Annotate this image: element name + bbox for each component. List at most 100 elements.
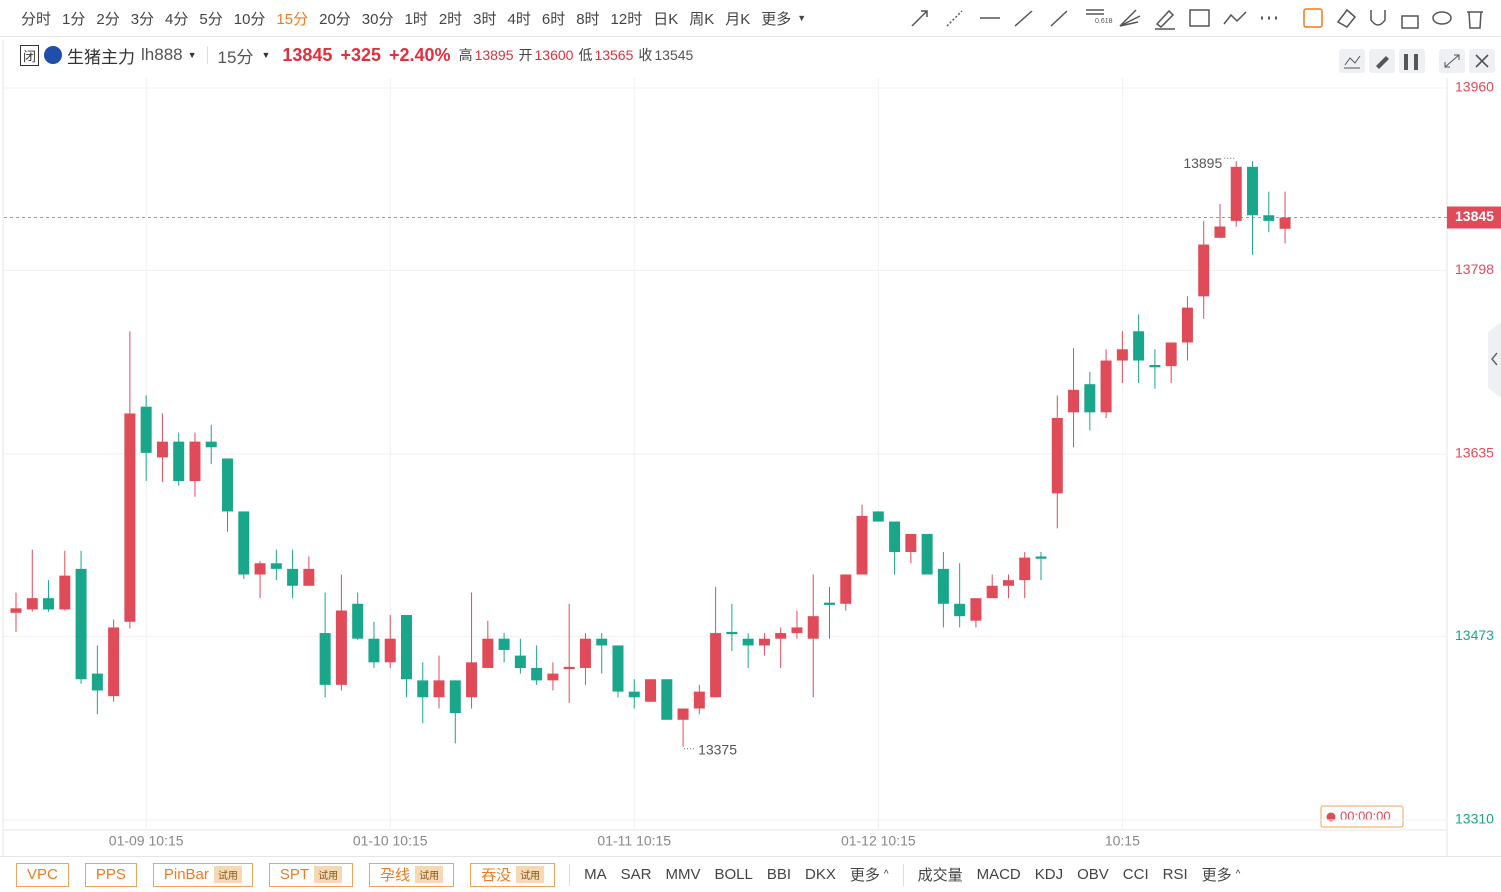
indicator[interactable]: KDJ [1034, 866, 1064, 883]
period[interactable]: 6时 [541, 10, 566, 28]
pattern-button[interactable]: PinBar 试用 [152, 862, 253, 887]
header: 闭 生猪主力 lh888 ▼ 15分 ▼ 13845 +325 +2.40% 高 13895 开 136… [20, 38, 698, 72]
period[interactable]: 15分 [276, 10, 309, 28]
candle-body [270, 563, 282, 569]
period[interactable]: 15分 [217, 47, 254, 67]
period[interactable]: 月K [725, 10, 751, 28]
period[interactable]: 8时 [576, 10, 600, 28]
period[interactable]: 1分 [62, 10, 86, 28]
timer-box [1320, 805, 1404, 828]
candle-body [710, 633, 722, 698]
candle-body [368, 638, 380, 663]
candle-body [303, 568, 315, 586]
candle-body [954, 603, 966, 617]
candle-body [1019, 557, 1031, 581]
change: +325 [340, 44, 381, 65]
pattern-button[interactable]: SPT 试用 [268, 862, 354, 887]
divider [569, 863, 571, 886]
indicator[interactable]: MA [584, 866, 607, 883]
indicator[interactable]: MACD [976, 866, 1021, 883]
period[interactable]: 3分 [130, 10, 155, 28]
indicator[interactable]: SAR [620, 866, 652, 883]
tool-button[interactable] [1339, 49, 1365, 73]
period[interactable]: 10分 [233, 10, 266, 28]
candle-body [937, 568, 949, 604]
candle-body [287, 568, 299, 586]
more[interactable]: 更多 [761, 10, 792, 28]
period[interactable]: 2分 [96, 10, 120, 28]
timer: 00:00:00 [1340, 808, 1391, 823]
candle-body [384, 638, 396, 663]
icon[interactable] [946, 10, 963, 27]
icon[interactable] [1014, 10, 1033, 27]
indicator[interactable]: 成交量 [917, 867, 963, 884]
stat-label: 低 [578, 47, 593, 63]
candle-body [43, 598, 55, 610]
period[interactable]: 日K [653, 10, 679, 28]
icon[interactable] [1370, 10, 1386, 26]
candle-body [921, 533, 933, 575]
pattern-button[interactable]: PPS [84, 862, 137, 887]
indicator[interactable]: MMV [665, 866, 701, 883]
icon[interactable] [1189, 9, 1210, 27]
indicator[interactable]: OBV [1077, 866, 1109, 883]
pattern-button[interactable]: 孕线 试用 [369, 862, 455, 887]
period[interactable]: 3时 [473, 10, 497, 28]
candle-body [26, 598, 38, 610]
period[interactable]: 4时 [507, 10, 531, 28]
icon[interactable] [1050, 10, 1068, 27]
candle-body [417, 680, 429, 698]
icon[interactable] [1303, 8, 1323, 28]
icon[interactable] [1223, 11, 1247, 25]
stat-value: 13600 [534, 47, 574, 63]
icon[interactable] [1155, 9, 1175, 30]
period[interactable]: 分时 [21, 10, 52, 28]
candle-body [1149, 365, 1161, 368]
pattern-button[interactable]: VPC [16, 862, 69, 887]
indicator[interactable]: CCI [1122, 866, 1149, 883]
icon [1475, 54, 1489, 68]
icon[interactable] [1401, 15, 1419, 29]
icon[interactable] [1119, 9, 1141, 27]
more[interactable]: 更多 [1201, 867, 1232, 884]
x-tick-label: 01-12 10:15 [841, 833, 916, 849]
period[interactable]: 1时 [404, 10, 428, 28]
period[interactable]: 4分 [165, 10, 189, 28]
tool-button[interactable] [1399, 49, 1425, 73]
period[interactable]: 12时 [610, 10, 643, 28]
candle-body [579, 638, 591, 668]
candle-body [91, 673, 103, 691]
icon[interactable] [911, 10, 928, 27]
icon[interactable] [1336, 8, 1357, 28]
candle-body [205, 441, 217, 448]
candle-body [1035, 556, 1047, 559]
candle-body [824, 602, 835, 605]
candle-body [856, 515, 868, 575]
price-label: 13845 [1455, 208, 1494, 224]
indicator[interactable]: BBI [766, 866, 791, 883]
candle-body [1279, 217, 1291, 229]
period[interactable]: 2时 [438, 10, 463, 28]
indicator[interactable]: BOLL [714, 866, 753, 883]
side-tab[interactable] [1488, 322, 1501, 398]
badge: 闭 [20, 44, 40, 66]
indicator[interactable]: RSI [1162, 866, 1188, 883]
candle-body [156, 441, 168, 458]
icon[interactable] [1432, 11, 1452, 25]
icon[interactable] [1467, 11, 1483, 29]
indicator[interactable]: DKX [805, 866, 836, 883]
period[interactable]: 30分 [361, 10, 394, 28]
icon[interactable] [1086, 9, 1104, 15]
period[interactable]: 20分 [319, 10, 351, 28]
fib-label: 0.618 [1095, 18, 1113, 25]
candle-body [498, 638, 510, 650]
pattern-button[interactable]: 吞没 试用 [470, 862, 556, 887]
icon [1444, 54, 1460, 68]
x-tick-label: 10:15 [1105, 833, 1140, 849]
candle-body [1100, 360, 1112, 413]
caret: ▼ [261, 50, 271, 60]
period[interactable]: 5分 [199, 10, 223, 28]
period[interactable]: 周K [689, 10, 715, 28]
divider [206, 46, 208, 64]
more[interactable]: 更多 [849, 867, 880, 884]
